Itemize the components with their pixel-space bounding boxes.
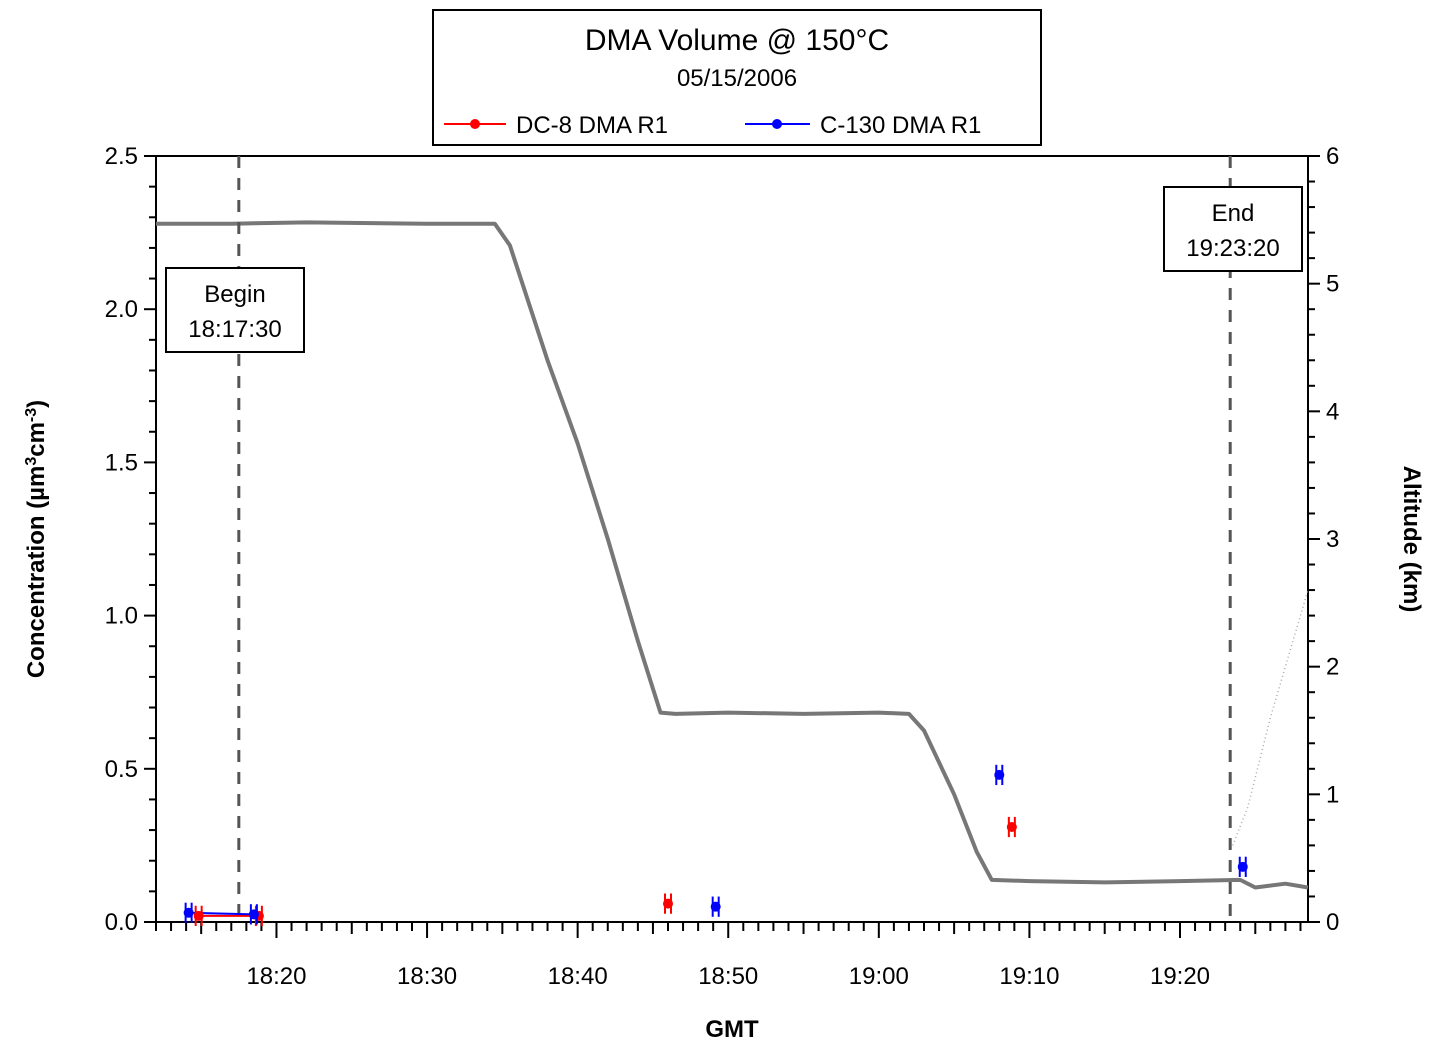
y2-axis-title: Altitude (km) (1398, 466, 1425, 613)
legend-label-dc8: DC-8 DMA R1 (516, 112, 668, 139)
y-axis-title-mid: cm (23, 422, 50, 457)
chart-subtitle: 05/15/2006 (677, 65, 797, 92)
y2-tick-label: 4 (1326, 398, 1339, 425)
x-tick-label: 19:20 (1150, 963, 1210, 990)
chart-title: DMA Volume @ 150°C (585, 24, 889, 57)
axis-ticks: 0.0 0.5 1.0 1.5 2.0 2.5 0 1 2 3 4 5 6 18:20 18:30 18:40… (105, 143, 1340, 990)
y-tick-label: 2.5 (105, 143, 138, 170)
x-axis-title: GMT (705, 1016, 759, 1043)
legend-swatch-dc8-marker (470, 119, 480, 129)
marker-time-begin: 18:17:30 (188, 316, 281, 343)
x-tick-label: 18:20 (246, 963, 306, 990)
legend-frame (432, 9, 1042, 146)
y-tick-label: 0.0 (105, 909, 138, 936)
plot-frame (155, 155, 1309, 923)
y-axis-title-sup2: -3 (23, 408, 40, 422)
legend-entry-dc8: DC-8 DMA R1 (444, 112, 668, 139)
data-point-series-1 (248, 909, 259, 920)
x-tick-label: 18:50 (698, 963, 758, 990)
time-marker-layer: Begin 18:17:30 End 19:23:20 (165, 156, 1303, 922)
y-axis-title-main: Concentration (µm (23, 466, 50, 679)
data-point-series-1 (1237, 861, 1248, 872)
y-tick-label: 1.5 (105, 449, 138, 476)
legend-box: DMA Volume @ 150°C 05/15/2006 DC-8 DMA R… (432, 9, 1042, 146)
data-point-series-0 (663, 898, 673, 909)
y-tick-label: 2.0 (105, 296, 138, 323)
y-axis-title: Concentration (µm3cm-3) (23, 400, 51, 678)
y2-tick-label: 2 (1326, 654, 1339, 681)
marker-label-end: End (1212, 200, 1255, 227)
legend-label-c130: C-130 DMA R1 (820, 112, 981, 139)
y2-tick-label: 3 (1326, 526, 1339, 553)
y-axis-title-end: ) (23, 400, 50, 408)
marker-label-begin: Begin (204, 281, 265, 308)
legend-swatch-c130-marker (772, 119, 782, 129)
secondary-altitude-trace (1232, 589, 1309, 846)
data-point-series-1 (994, 769, 1005, 780)
data-point-series-0 (1006, 822, 1017, 833)
data-points-layer (183, 764, 1248, 926)
y2-tick-label: 0 (1326, 909, 1339, 936)
marker-box-end (1163, 186, 1303, 272)
data-point-series-0 (193, 910, 204, 921)
marker-time-end: 19:23:20 (1186, 235, 1279, 262)
x-tick-label: 18:40 (548, 963, 608, 990)
data-point-series-1 (183, 907, 194, 918)
y-tick-label: 1.0 (105, 603, 138, 630)
x-tick-label: 18:30 (397, 963, 457, 990)
x-tick-label: 19:10 (999, 963, 1059, 990)
y2-tick-label: 6 (1326, 143, 1339, 170)
legend-entry-c130: C-130 DMA R1 (745, 112, 981, 139)
altitude-trace (156, 220, 1309, 890)
x-tick-label: 19:00 (849, 963, 909, 990)
altitude-layer (156, 220, 1309, 890)
marker-box-begin (165, 267, 305, 353)
y-tick-label: 0.5 (105, 756, 138, 783)
y-axis-title-sup1: 3 (23, 457, 40, 466)
y2-tick-label: 1 (1326, 781, 1339, 808)
y2-tick-label: 5 (1326, 271, 1339, 298)
data-point-series-1 (710, 901, 721, 912)
